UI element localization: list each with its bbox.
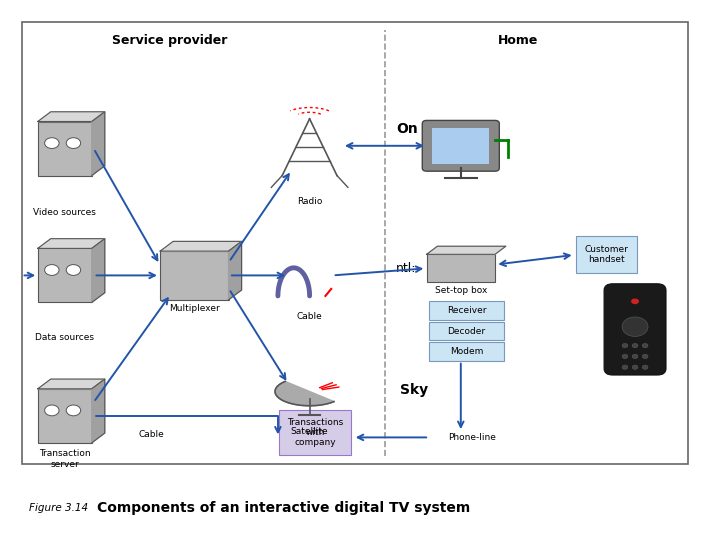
Polygon shape xyxy=(92,379,105,443)
FancyBboxPatch shape xyxy=(22,22,688,464)
Polygon shape xyxy=(92,112,105,176)
Polygon shape xyxy=(229,241,242,300)
Circle shape xyxy=(45,265,59,275)
Text: Home: Home xyxy=(498,34,539,47)
Circle shape xyxy=(622,365,628,369)
Circle shape xyxy=(66,405,81,416)
Circle shape xyxy=(631,298,639,305)
Text: Cable: Cable xyxy=(297,312,323,321)
Circle shape xyxy=(642,365,648,369)
Circle shape xyxy=(66,138,81,148)
Circle shape xyxy=(632,343,638,348)
Circle shape xyxy=(45,405,59,416)
FancyBboxPatch shape xyxy=(432,128,490,164)
Circle shape xyxy=(642,343,648,348)
Text: Components of an interactive digital TV system: Components of an interactive digital TV … xyxy=(97,501,470,515)
Text: Set-top box: Set-top box xyxy=(435,286,487,295)
FancyBboxPatch shape xyxy=(576,236,637,273)
FancyBboxPatch shape xyxy=(426,254,495,282)
FancyBboxPatch shape xyxy=(422,120,500,171)
Text: Sky: Sky xyxy=(400,383,428,397)
FancyBboxPatch shape xyxy=(37,389,92,443)
Polygon shape xyxy=(426,246,505,254)
Text: Modem: Modem xyxy=(450,347,483,356)
Circle shape xyxy=(622,354,628,359)
Polygon shape xyxy=(92,239,105,302)
Polygon shape xyxy=(161,241,242,251)
FancyBboxPatch shape xyxy=(604,284,666,375)
FancyBboxPatch shape xyxy=(161,251,229,300)
Text: Service provider: Service provider xyxy=(112,34,227,47)
Text: Multiplexer: Multiplexer xyxy=(169,304,220,313)
FancyBboxPatch shape xyxy=(37,248,92,302)
Circle shape xyxy=(632,354,638,359)
FancyBboxPatch shape xyxy=(279,410,351,455)
Text: Radio: Radio xyxy=(297,197,323,206)
FancyBboxPatch shape xyxy=(429,301,504,320)
FancyBboxPatch shape xyxy=(429,322,504,340)
Text: Decoder: Decoder xyxy=(448,327,485,335)
Text: On: On xyxy=(396,122,418,136)
Text: Figure 3.14: Figure 3.14 xyxy=(29,503,88,512)
Circle shape xyxy=(622,343,628,348)
Text: Transactions
with
company: Transactions with company xyxy=(287,417,343,448)
FancyBboxPatch shape xyxy=(37,122,92,176)
Circle shape xyxy=(632,365,638,369)
Text: Phone-line: Phone-line xyxy=(448,433,495,442)
Text: Customer
handset: Customer handset xyxy=(585,245,629,264)
Text: ntl:: ntl: xyxy=(396,262,416,275)
Text: Cable: Cable xyxy=(138,430,164,439)
Circle shape xyxy=(622,317,648,336)
Text: Data sources: Data sources xyxy=(35,333,94,342)
Text: Video sources: Video sources xyxy=(33,208,96,217)
Circle shape xyxy=(642,354,648,359)
Circle shape xyxy=(45,138,59,148)
FancyBboxPatch shape xyxy=(429,342,504,361)
Polygon shape xyxy=(37,379,105,389)
Circle shape xyxy=(66,265,81,275)
Polygon shape xyxy=(275,381,334,406)
Polygon shape xyxy=(37,112,105,122)
Text: Transaction
server: Transaction server xyxy=(39,449,91,469)
Polygon shape xyxy=(37,239,105,248)
Text: Satellite: Satellite xyxy=(291,427,328,436)
Text: Receiver: Receiver xyxy=(447,306,486,315)
